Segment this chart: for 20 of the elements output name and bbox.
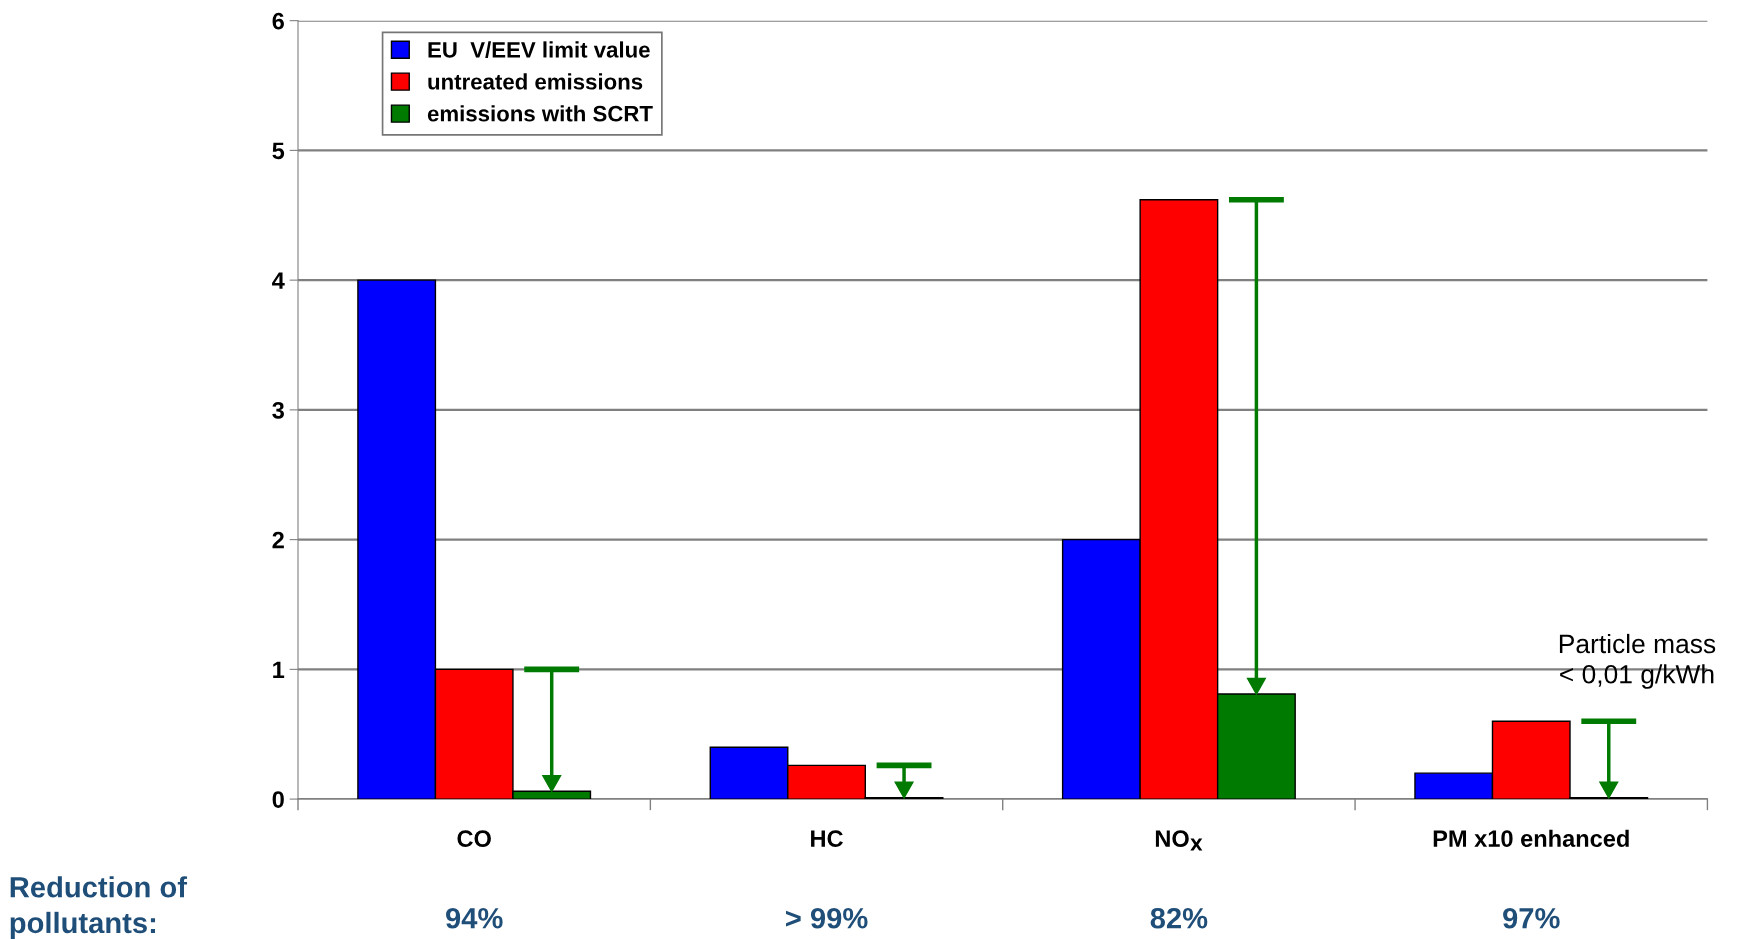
legend-label: EU V/EEV limit value bbox=[428, 41, 650, 58]
text: 82% bbox=[1150, 907, 1208, 929]
legend-label: untreated emissions bbox=[428, 73, 643, 90]
x-tick-label: HC bbox=[811, 830, 843, 847]
y-tick-label: 6 bbox=[272, 12, 284, 30]
y-tick-label: 4 bbox=[272, 272, 285, 289]
annotation: Particle mass < 0,01 g/kWh bbox=[1559, 633, 1716, 689]
text: 97% bbox=[1503, 907, 1560, 929]
x-tick-label: PM x10 enhanced bbox=[1433, 829, 1629, 847]
text: 94% bbox=[446, 907, 503, 929]
y-tick-label: 1 bbox=[273, 661, 285, 678]
y-tick-label: 0 bbox=[272, 791, 284, 808]
y-tick-label: 3 bbox=[272, 401, 284, 419]
y-tick-label: 5 bbox=[272, 142, 285, 160]
text: > 99% bbox=[786, 907, 868, 929]
legend-label: emissions with SCRT bbox=[427, 105, 653, 122]
x-tick-label: CO bbox=[457, 830, 491, 847]
y-tick-label: 2 bbox=[272, 531, 284, 549]
text: Reduction of pollutants: bbox=[10, 876, 188, 939]
x-tick-label: NO$_{X}$ bbox=[1155, 830, 1203, 851]
